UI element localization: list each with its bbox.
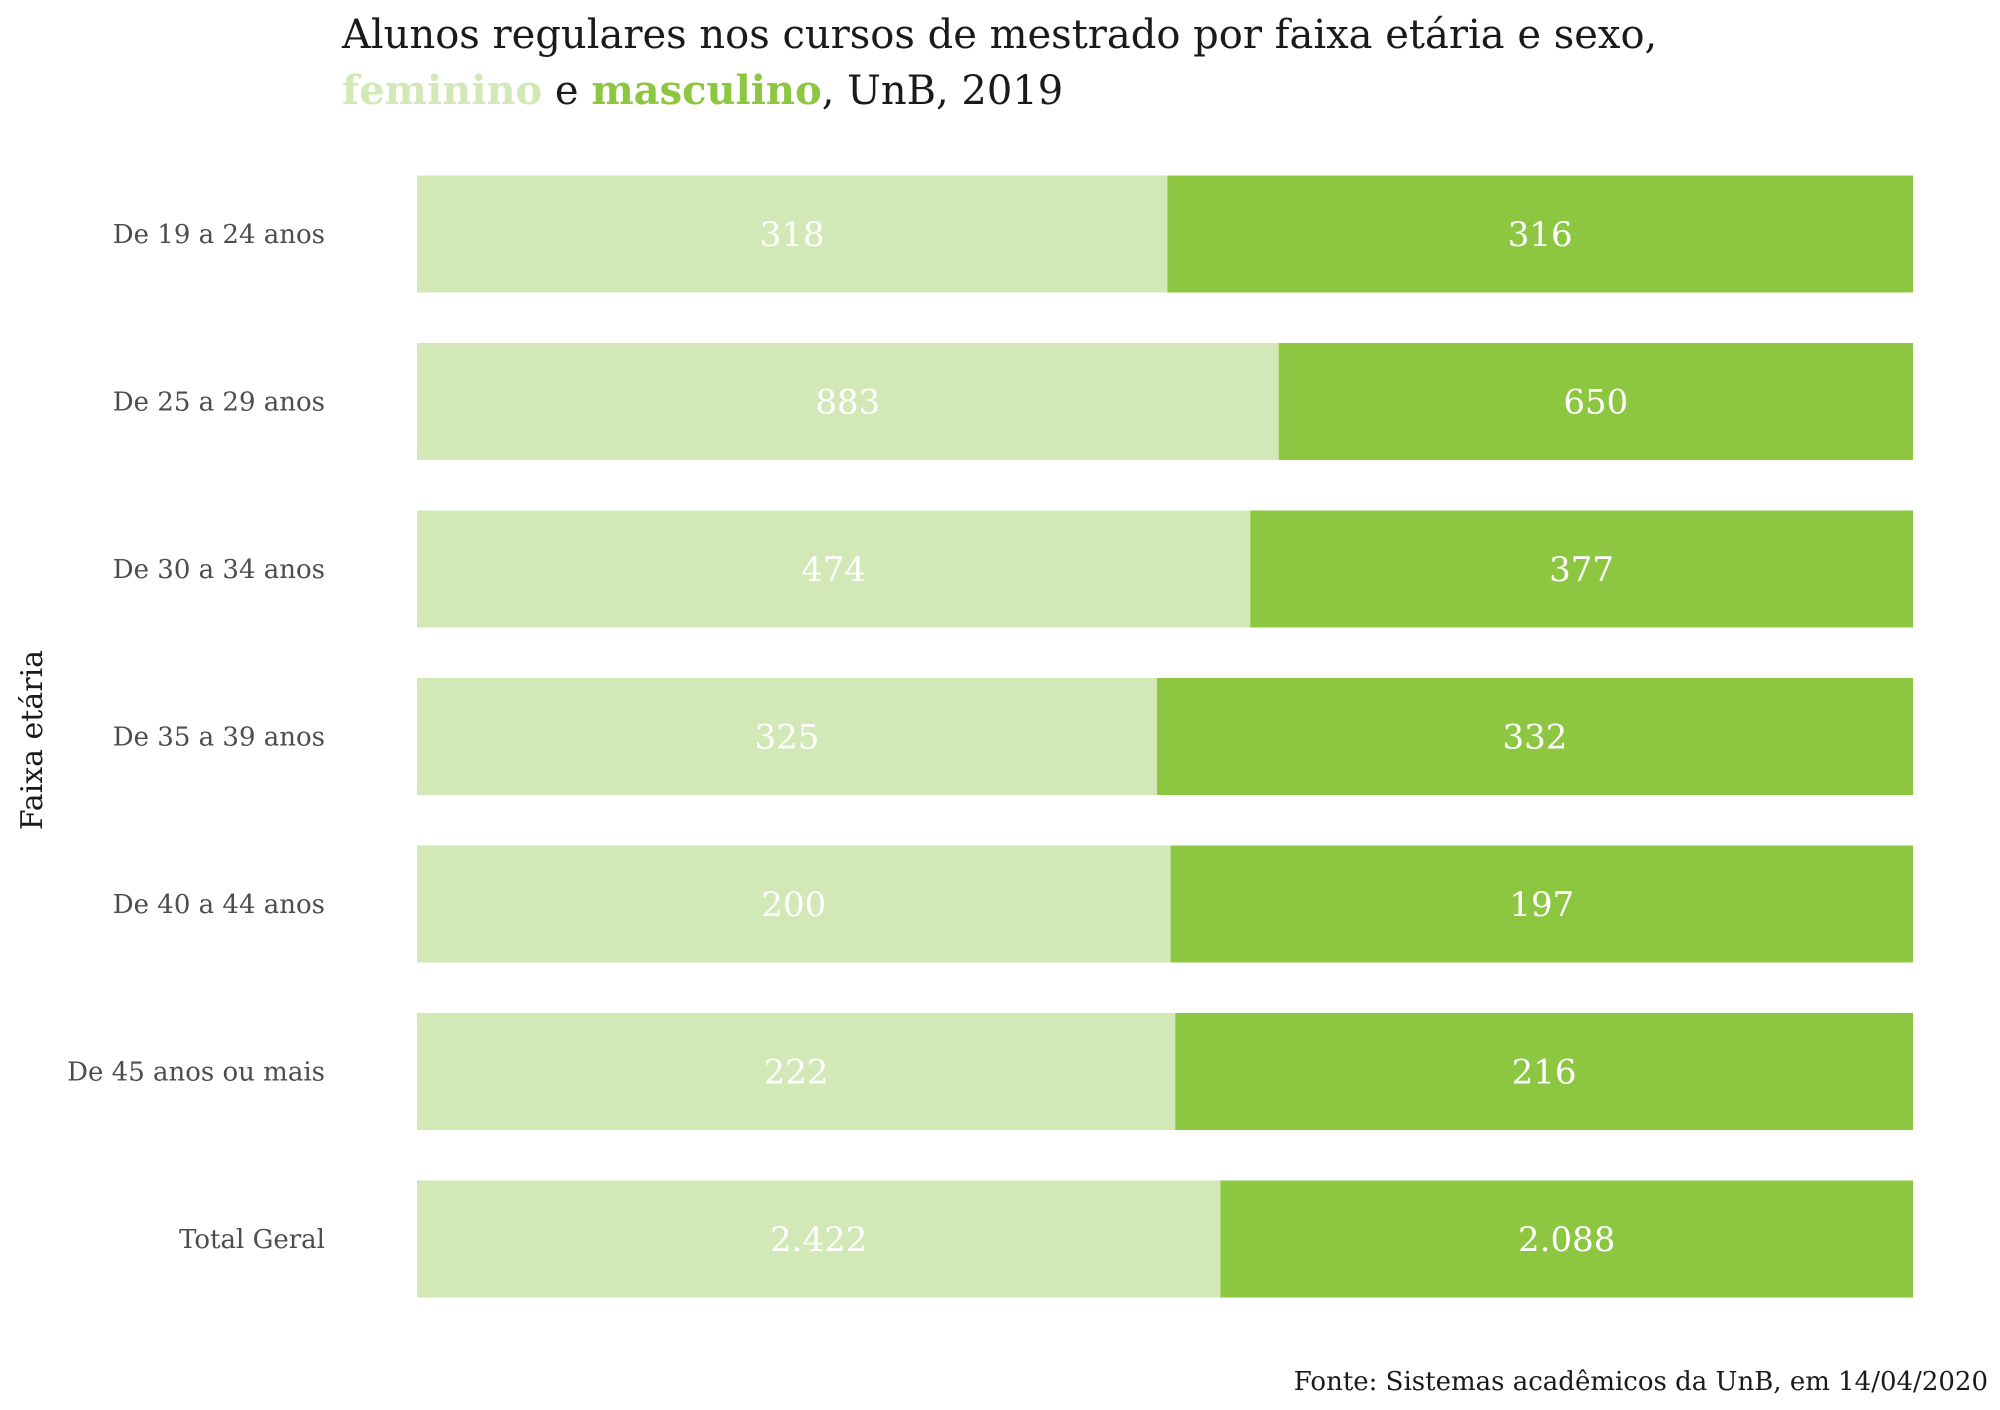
- chart-title-line1: Alunos regulares nos cursos de mestrado …: [341, 12, 1657, 58]
- bar-segment-feminino: [417, 343, 1279, 460]
- category-label: Total Geral: [179, 1225, 325, 1255]
- bar-value-label: 325: [755, 718, 820, 758]
- bar-segment-masculino: [1170, 845, 1913, 963]
- bar-segment-masculino: [1220, 1180, 1913, 1298]
- bar-segment-masculino: [1250, 510, 1913, 628]
- bar-segment-feminino: [417, 1013, 1176, 1130]
- category-label: De 45 anos ou mais: [67, 1058, 325, 1088]
- bar-segment-masculino: [1167, 175, 1913, 293]
- title-male-label: masculino: [591, 67, 821, 114]
- category-label: De 19 a 24 anos: [113, 220, 325, 250]
- bar-segment-masculino: [1175, 1013, 1913, 1130]
- title-female-label: feminino: [342, 67, 542, 114]
- bar-value-label: 474: [801, 550, 866, 590]
- bar-value-label: 883: [815, 383, 880, 423]
- bar-value-label: 216: [1512, 1053, 1577, 1093]
- bar-value-label: 222: [764, 1053, 829, 1093]
- bar-segment-feminino: [417, 1180, 1221, 1298]
- title-suffix: , UnB, 2019: [822, 68, 1064, 114]
- bar-segment-feminino: [417, 845, 1171, 963]
- category-label: De 40 a 44 anos: [113, 890, 325, 920]
- chart-title-line2: feminino e masculino, UnB, 2019: [342, 67, 1063, 114]
- bar-value-labels: 318 316 883 650 474 377 325 332 200 197 222 216 2.42…: [755, 215, 1629, 1260]
- bar-value-label: 200: [761, 885, 826, 925]
- chart-caption: Fonte: Sistemas acadêmicos da UnB, em 14…: [1294, 1367, 1988, 1397]
- bar-segment-masculino: [1278, 343, 1913, 460]
- bar-value-label: 197: [1509, 885, 1574, 925]
- bar-segment-feminino: [417, 175, 1168, 293]
- category-label: De 35 a 39 anos: [113, 723, 325, 753]
- bar-segment-feminino: [417, 678, 1158, 795]
- category-label: De 30 a 34 anos: [113, 555, 325, 585]
- category-label: De 25 a 29 anos: [113, 388, 325, 418]
- bar-value-label: 2.422: [770, 1220, 867, 1260]
- bar-value-label: 650: [1563, 383, 1628, 423]
- bar-value-label: 377: [1549, 550, 1614, 590]
- title-connector: e: [542, 68, 591, 114]
- bars-layer: [417, 175, 1913, 1298]
- bar-segment-masculino: [1157, 678, 1913, 795]
- bar-segment-feminino: [417, 510, 1251, 628]
- category-labels: De 19 a 24 anos De 25 a 29 anos De 30 a 34…: [67, 220, 325, 1255]
- bar-value-label: 318: [760, 215, 825, 255]
- y-axis-label: Faixa etária: [15, 650, 50, 830]
- bar-value-label: 2.088: [1518, 1220, 1615, 1260]
- bar-value-label: 316: [1508, 215, 1573, 255]
- bar-value-label: 332: [1503, 718, 1568, 758]
